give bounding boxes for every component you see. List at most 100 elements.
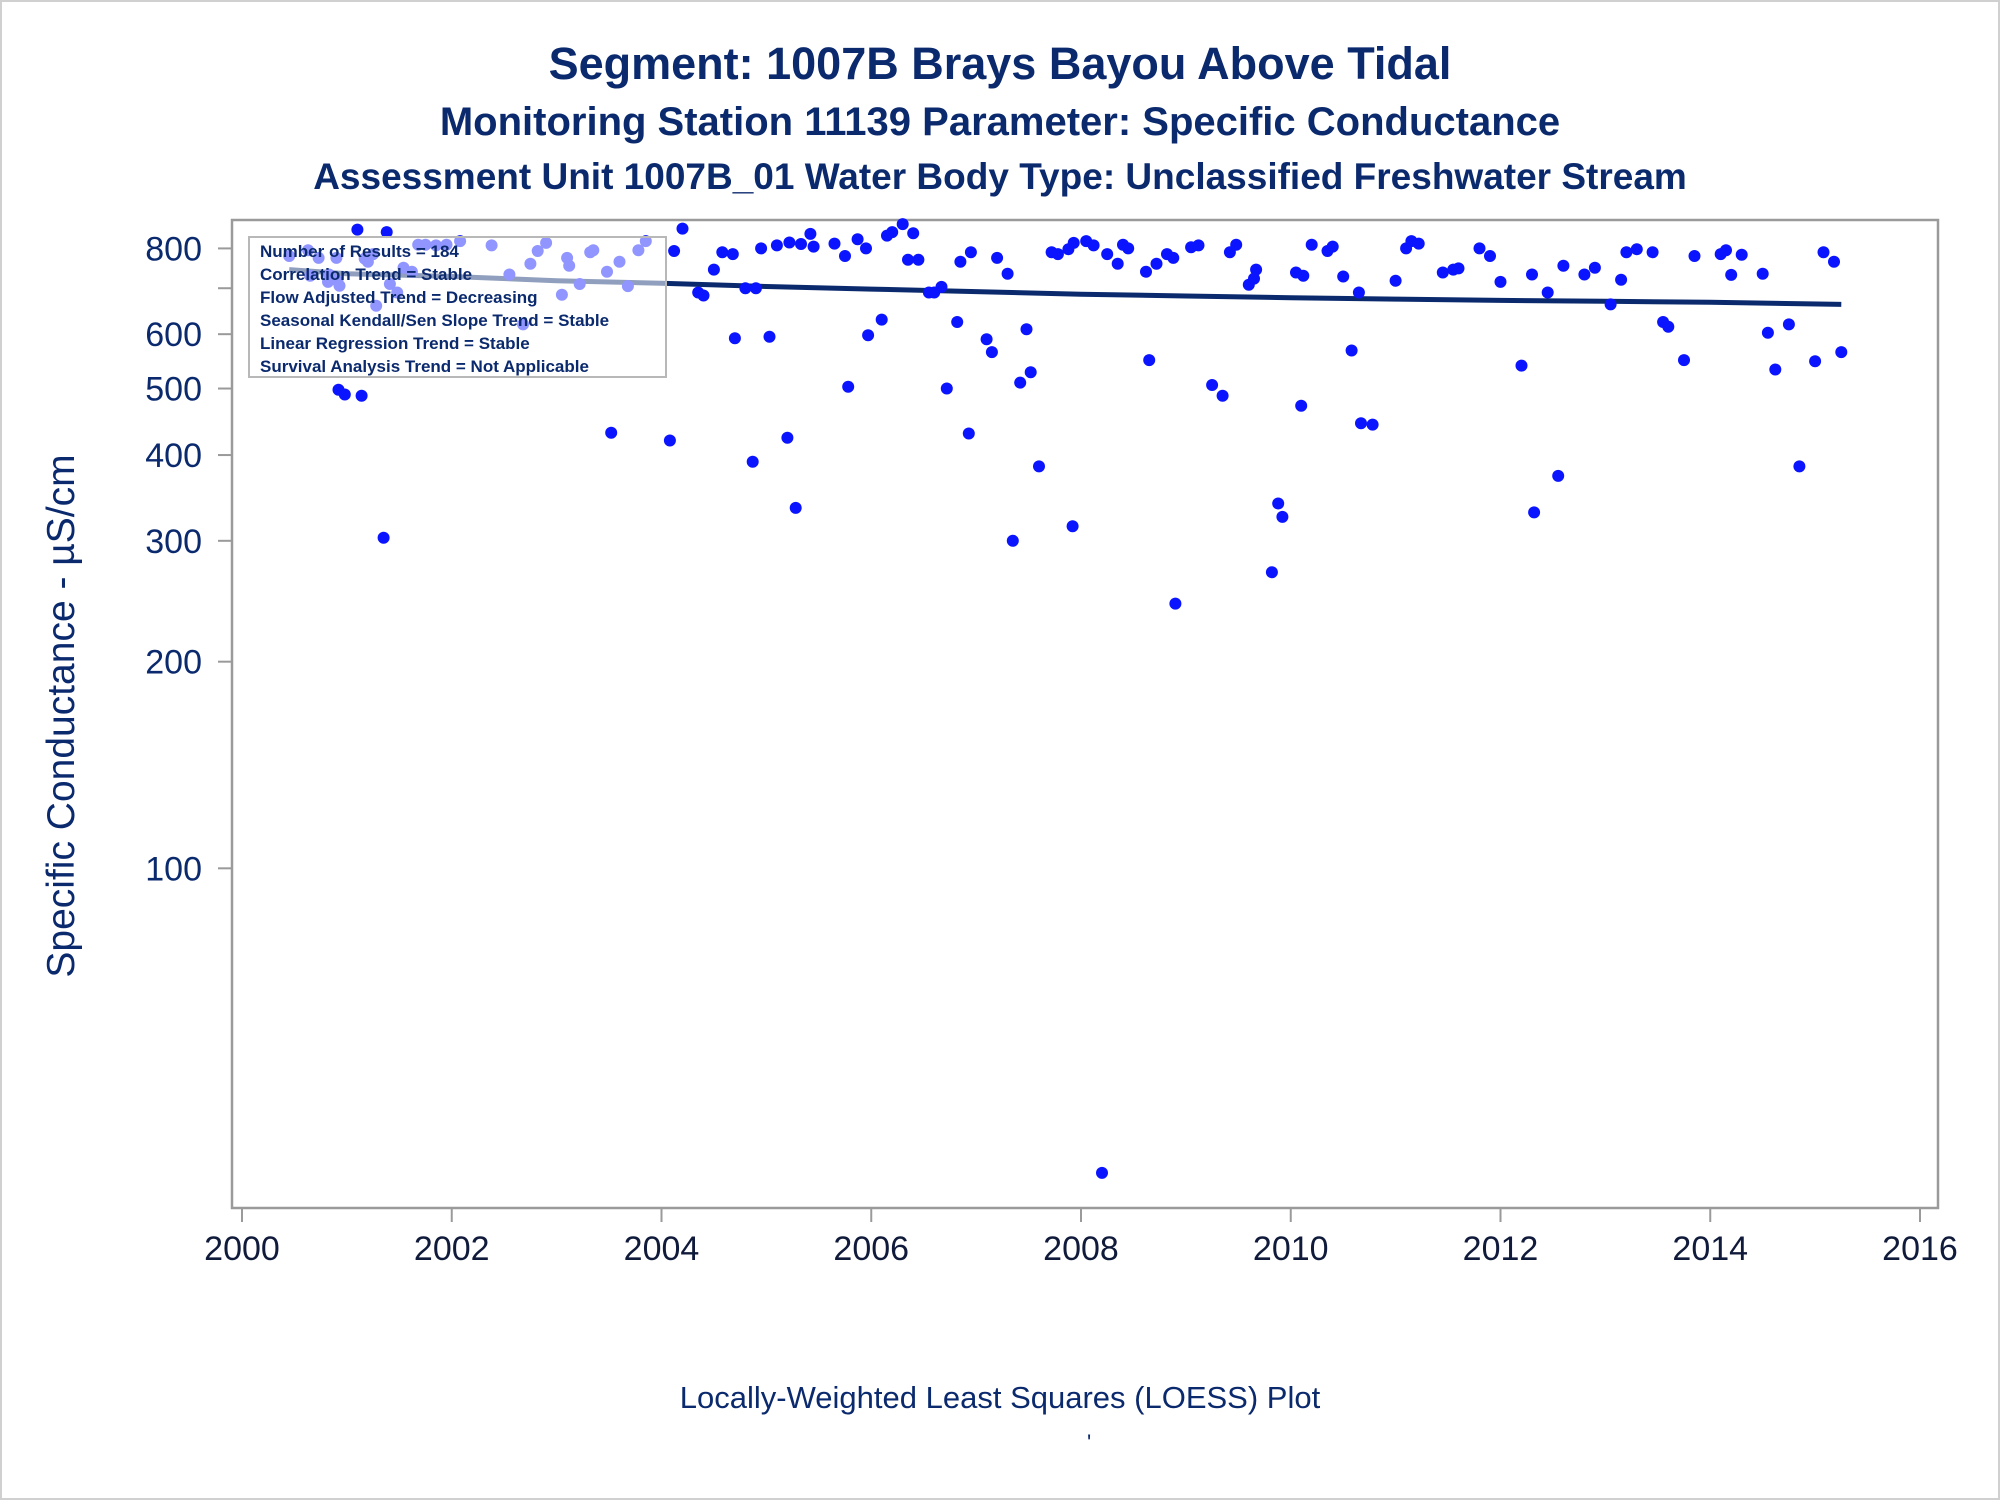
data-point	[1720, 244, 1732, 257]
data-point	[377, 531, 390, 544]
data-point	[1150, 257, 1163, 270]
data-point	[842, 380, 855, 393]
chart-subtitle-station: Monitoring Station 11139 Parameter: Spec…	[439, 100, 1561, 144]
data-point	[1014, 376, 1027, 389]
data-point	[1272, 497, 1285, 510]
data-point	[1143, 354, 1156, 367]
data-point	[355, 389, 368, 402]
data-point	[380, 226, 393, 239]
data-point	[1345, 344, 1358, 357]
data-point	[1578, 268, 1591, 281]
x-tick-label: 2004	[624, 1230, 700, 1268]
data-point	[807, 240, 820, 253]
data-point	[707, 263, 720, 276]
data-point	[1250, 263, 1263, 276]
stat-seasonal-kendall-trend: Seasonal Kendall/Sen Slope Trend = Stabl…	[260, 311, 610, 330]
data-point	[962, 427, 975, 440]
data-point	[668, 245, 681, 257]
chart-title: Segment: 1007B Brays Bayou Above Tidal	[548, 38, 1452, 89]
data-point	[1295, 399, 1308, 412]
y-tick-label: 100	[145, 850, 202, 888]
y-axis-label: Specific Conductance - µS/cm	[40, 454, 83, 978]
y-tick-label: 400	[145, 437, 202, 475]
x-tick-label: 2012	[1463, 1230, 1539, 1268]
plot-method-footnote: Locally-Weighted Least Squares (LOESS) P…	[679, 1380, 1321, 1415]
y-tick-label: 800	[145, 230, 202, 268]
stat-number-of-results: Number of Results = 184	[260, 242, 459, 261]
data-point	[351, 223, 364, 236]
y-tick-label: 300	[145, 523, 202, 561]
x-tick-label: 2014	[1672, 1230, 1748, 1268]
data-point	[1688, 250, 1701, 262]
data-point	[1297, 269, 1310, 282]
x-tick-label: 2016	[1882, 1230, 1958, 1268]
data-point	[1206, 379, 1219, 391]
data-point	[1006, 534, 1019, 547]
data-point	[1604, 298, 1617, 311]
data-point	[940, 382, 953, 395]
x-tick-label: 2000	[204, 1230, 280, 1268]
data-point	[875, 313, 888, 326]
data-point	[783, 236, 796, 249]
data-point	[1436, 266, 1449, 279]
data-point	[1817, 246, 1830, 259]
data-point	[907, 227, 920, 240]
data-point	[739, 282, 752, 295]
data-point	[1756, 267, 1769, 280]
data-point	[1828, 255, 1840, 268]
data-point	[781, 431, 794, 444]
data-point	[1782, 318, 1795, 331]
data-point	[1526, 268, 1538, 281]
y-tick-label: 200	[145, 644, 202, 682]
data-point	[862, 329, 875, 342]
data-point	[789, 501, 802, 514]
data-point	[1020, 323, 1033, 336]
data-point	[1630, 243, 1643, 256]
data-point	[1452, 262, 1465, 275]
data-point	[804, 227, 817, 240]
data-point	[726, 248, 739, 261]
data-point	[851, 233, 864, 246]
data-point	[749, 282, 762, 295]
data-point	[1337, 270, 1350, 283]
data-point	[1793, 460, 1806, 473]
data-point	[860, 242, 872, 255]
data-point	[1588, 261, 1601, 274]
data-point	[1678, 354, 1690, 367]
x-tick-label: 2006	[833, 1230, 909, 1268]
data-point	[1352, 286, 1365, 299]
data-point	[896, 218, 909, 231]
data-point	[1355, 417, 1367, 430]
data-point	[1140, 265, 1152, 278]
data-point	[755, 242, 768, 255]
data-point	[1066, 520, 1079, 533]
data-point	[716, 246, 729, 259]
data-point	[1515, 359, 1528, 372]
trend-stats-box: Number of Results = 184 Correlation Tren…	[248, 236, 667, 378]
data-point	[1769, 363, 1782, 376]
data-point	[1265, 566, 1278, 579]
chart-subtitle-assessment: Assessment Unit 1007B_01 Water Body Type…	[313, 156, 1687, 197]
data-point	[676, 222, 689, 235]
stat-correlation-trend: Correlation Trend = Stable	[260, 265, 473, 284]
data-point	[1646, 246, 1659, 259]
data-point	[1761, 326, 1774, 339]
data-point	[763, 330, 776, 343]
data-point	[954, 255, 967, 268]
data-point	[1662, 320, 1675, 333]
data-point	[338, 388, 351, 401]
data-point	[1305, 238, 1318, 251]
data-point	[1615, 273, 1628, 286]
data-point	[1248, 272, 1260, 285]
data-point	[1192, 239, 1205, 252]
data-point	[902, 253, 914, 266]
data-point	[1552, 469, 1565, 482]
data-point	[1809, 355, 1822, 368]
data-point	[1001, 267, 1014, 280]
data-point	[1484, 250, 1496, 262]
y-tick-label: 500	[145, 371, 202, 409]
data-point	[1216, 389, 1229, 402]
y-tick-label: 600	[145, 316, 202, 354]
data-point	[951, 316, 964, 328]
data-point	[770, 239, 783, 252]
